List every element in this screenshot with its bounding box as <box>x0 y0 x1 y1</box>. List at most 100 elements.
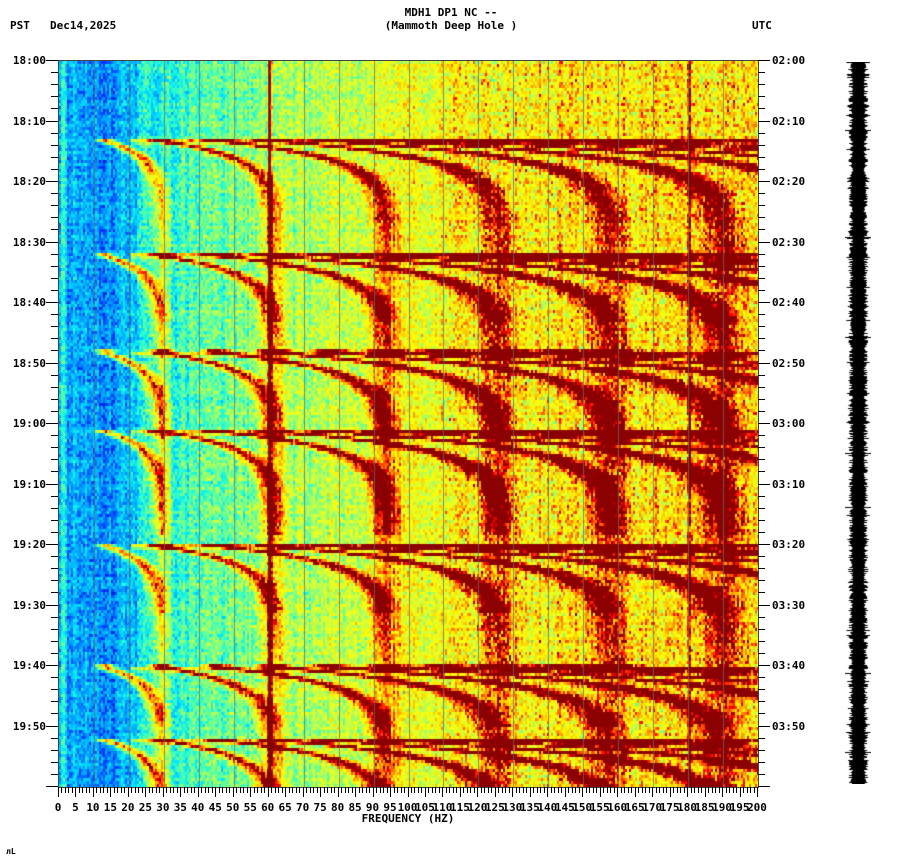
x-tick-minor <box>501 787 503 793</box>
x-tick-minor <box>718 787 720 793</box>
y-tick-major-right <box>758 725 770 727</box>
x-tick-major <box>529 787 531 797</box>
x-tick-minor <box>428 787 430 793</box>
x-axis-label: 115 <box>449 801 470 814</box>
x-tick-minor <box>330 787 332 793</box>
x-tick-minor <box>550 787 552 793</box>
y-tick-major-right <box>758 302 770 303</box>
y-axis-right-utc: 02:00 02:10 02:20 02:30 02:40 02:50 03:00 03:10… <box>758 54 848 787</box>
y-axis-label-utc: 03:30 <box>772 598 806 612</box>
y-axis-label-utc: 02:40 <box>772 296 806 309</box>
x-tick-minor <box>606 787 608 793</box>
x-axis-label: 10 <box>86 801 100 814</box>
y-tick-minor-right <box>758 459 765 461</box>
y-tick-minor-right <box>758 701 765 703</box>
y-tick-major-left <box>46 241 58 243</box>
x-axis-label: 195 <box>729 801 750 814</box>
x-tick-minor <box>78 787 80 793</box>
x-tick-minor <box>697 787 699 793</box>
x-axis-label: 40 <box>191 801 205 814</box>
x-tick-minor <box>417 787 419 793</box>
x-tick-minor <box>404 787 405 793</box>
x-tick-minor <box>589 787 591 793</box>
x-tick-major <box>617 787 619 797</box>
x-axis-label: 180 <box>677 801 698 814</box>
x-axis-label: 25 <box>138 801 152 814</box>
y-tick-minor-right <box>758 761 765 763</box>
x-tick-minor <box>638 787 640 793</box>
y-tick-minor-right <box>758 72 765 74</box>
x-tick-minor <box>498 787 500 793</box>
x-tick-minor <box>159 787 161 793</box>
x-axis-label: 0 <box>54 801 62 814</box>
y-axis-label-utc: 02:20 <box>772 175 806 188</box>
y-tick-minor-left <box>51 580 58 582</box>
x-tick-minor <box>729 787 731 793</box>
y-tick-minor-left <box>51 773 58 775</box>
y-tick-minor-left <box>51 531 58 533</box>
x-axis-label: 155 <box>589 801 610 814</box>
y-tick-minor-left <box>51 507 58 509</box>
x-tick-minor <box>449 787 451 793</box>
x-axis-label: 120 <box>467 801 488 814</box>
x-tick-minor <box>183 787 185 793</box>
x-tick-minor <box>519 787 521 793</box>
x-tick-major <box>232 787 234 797</box>
x-axis-label: 50 <box>226 801 240 814</box>
x-tick-minor <box>271 787 273 793</box>
x-tick-minor <box>166 787 168 793</box>
x-tick-major <box>722 787 724 797</box>
x-tick-major <box>215 787 217 797</box>
x-tick-minor <box>190 787 192 793</box>
x-tick-minor <box>155 787 157 793</box>
x-axis-label: 80 <box>330 801 345 814</box>
x-tick-minor <box>278 787 280 793</box>
x-tick-minor <box>701 787 703 793</box>
y-tick-minor-left <box>51 592 58 594</box>
x-tick-minor <box>715 787 717 793</box>
y-tick-minor-right <box>758 447 765 449</box>
y-tick-minor-right <box>758 677 765 679</box>
x-tick-minor <box>201 787 203 793</box>
y-tick-minor-left <box>51 265 58 267</box>
x-tick-minor <box>211 787 213 793</box>
x-tick-minor <box>274 787 276 793</box>
page-subtitle: (Mammoth Deep Hole ) <box>384 19 518 32</box>
y-tick-major-left <box>46 786 58 787</box>
x-tick-major <box>337 787 339 797</box>
y-tick-minor-left <box>51 193 58 195</box>
y-tick-minor-left <box>51 217 58 219</box>
x-tick-major <box>92 787 94 797</box>
x-tick-minor <box>61 787 63 793</box>
y-axis-label-pst: 18:30 <box>12 235 46 249</box>
y-axis-label-pst: 19:10 <box>12 477 46 491</box>
y-tick-minor-left <box>51 568 58 570</box>
x-tick-minor <box>585 787 587 793</box>
x-tick-minor <box>627 787 629 793</box>
x-tick-minor <box>431 787 433 793</box>
x-tick-major <box>424 787 426 797</box>
x-tick-minor <box>334 787 336 793</box>
x-tick-major <box>547 787 549 797</box>
y-tick-minor-right <box>758 338 765 340</box>
y-tick-minor-left <box>51 652 58 654</box>
y-axis-label-utc: 02:30 <box>772 235 806 249</box>
x-tick-minor <box>603 787 605 793</box>
x-tick-major <box>355 787 357 797</box>
x-tick-minor <box>596 787 598 793</box>
x-tick-minor <box>491 787 493 793</box>
x-axis-label: 140 <box>537 801 558 814</box>
y-tick-minor-right <box>758 531 765 533</box>
spectrogram-plot[interactable] <box>58 60 759 788</box>
y-tick-minor-right <box>758 471 765 473</box>
x-tick-minor <box>292 787 294 793</box>
x-tick-major <box>267 787 269 797</box>
y-tick-major-left <box>46 483 58 485</box>
y-tick-minor-left <box>51 374 58 376</box>
x-axis-label: 45 <box>208 801 222 814</box>
x-axis-frequency: 0 5 10 15 20 25 30 35 40 45 50 55 60 65 70 75 80 85 90 95 10… <box>55 787 767 827</box>
x-tick-minor <box>124 787 126 793</box>
x-tick-minor <box>610 787 612 793</box>
y-tick-minor-left <box>51 289 58 291</box>
x-tick-minor <box>138 787 140 793</box>
